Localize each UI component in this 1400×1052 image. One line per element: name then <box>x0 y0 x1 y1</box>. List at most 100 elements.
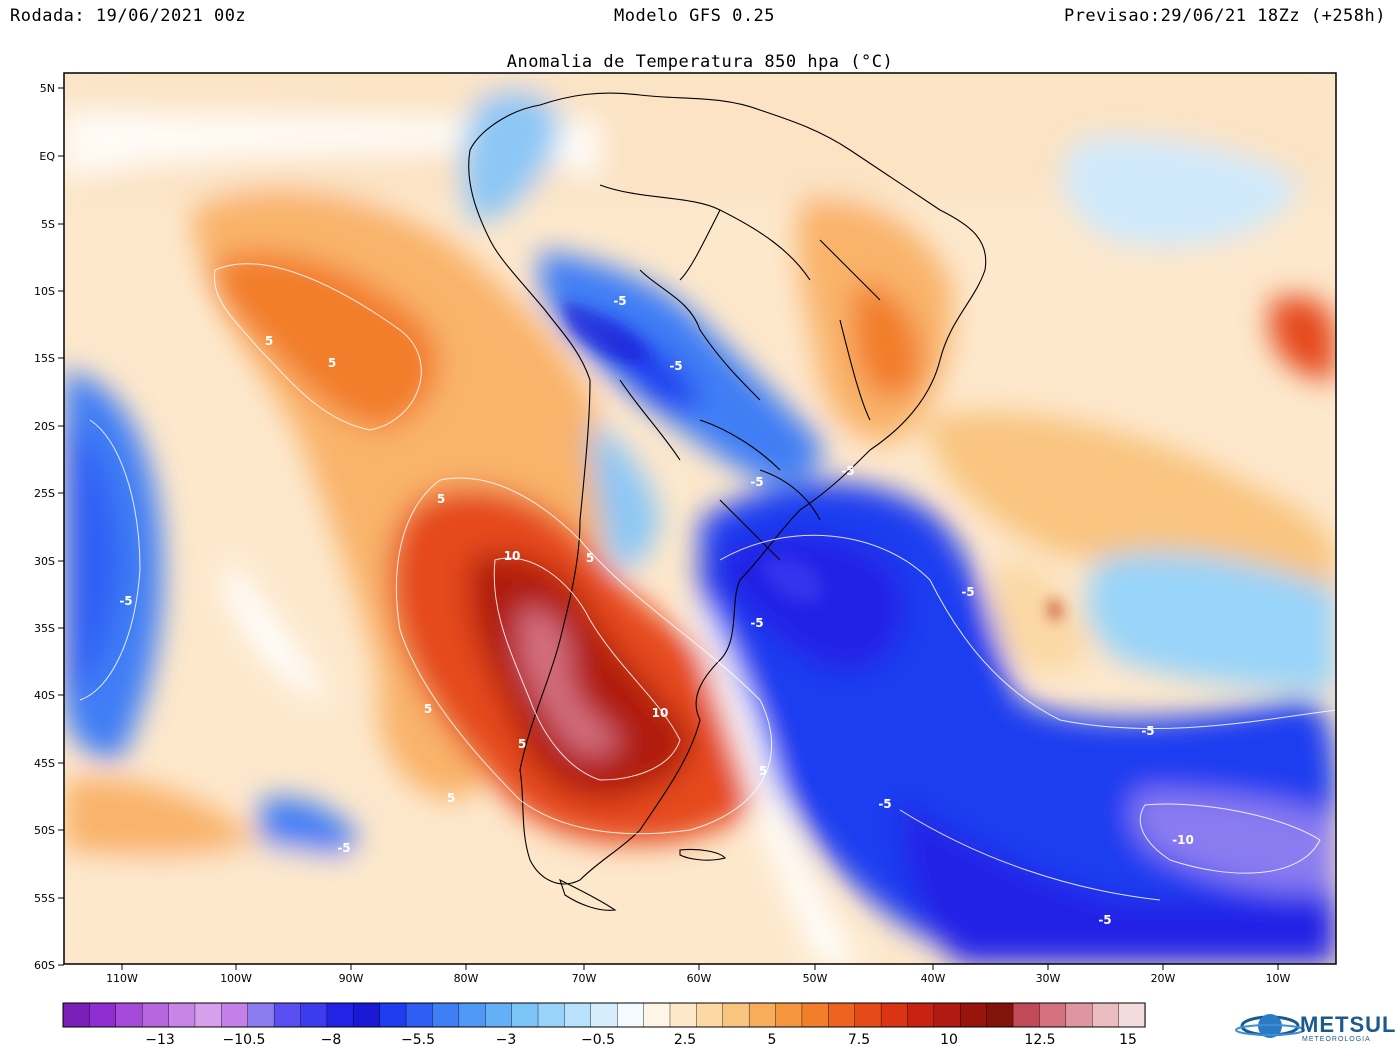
lon-label: 50W <box>803 972 828 985</box>
colorbar-swatch <box>168 1002 196 1028</box>
contour-label: -5 <box>1141 724 1154 738</box>
contour-label: 5 <box>518 737 526 751</box>
colorbar-label: −5.5 <box>401 1032 435 1048</box>
colorbar-swatch <box>353 1002 381 1028</box>
colorbar-swatch <box>1118 1002 1146 1028</box>
lat-label: 20S <box>34 420 55 433</box>
colorbar-swatch <box>62 1002 90 1028</box>
contour-label: -5 <box>119 594 132 608</box>
colorbar-swatch <box>194 1002 222 1028</box>
lat-label: 5N <box>40 82 55 95</box>
colorbar-label: 12.5 <box>1024 1032 1055 1048</box>
colorbar-swatch <box>933 1002 961 1028</box>
lon-label: 20W <box>1151 972 1176 985</box>
colorbar-swatch <box>564 1002 592 1028</box>
lon-label: 80W <box>454 972 479 985</box>
colorbar-label: 5 <box>768 1032 777 1048</box>
contour-label: 10 <box>504 549 521 563</box>
colorbar-swatch <box>1012 1002 1041 1028</box>
lon-label: 90W <box>339 972 364 985</box>
colorbar-swatch <box>511 1002 539 1028</box>
contour-label: 5 <box>424 702 432 716</box>
colorbar-label: 10 <box>940 1032 958 1048</box>
colorbar-swatch <box>537 1002 566 1028</box>
contour-label: -5 <box>337 841 350 855</box>
colorbar-swatch <box>828 1002 856 1028</box>
colorbar-label: −3 <box>496 1032 517 1048</box>
lat-label: 50S <box>34 824 55 837</box>
colorbar-swatch <box>89 1002 117 1028</box>
colorbar-swatch <box>115 1002 143 1028</box>
colorbar-swatch <box>326 1002 354 1028</box>
colorbar-swatch <box>722 1002 750 1028</box>
colorbar-swatch <box>432 1002 460 1028</box>
colorbar-swatch <box>775 1002 803 1028</box>
lon-label: 30W <box>1036 972 1061 985</box>
lat-label: 60S <box>34 959 55 972</box>
lat-label: 10S <box>34 285 55 298</box>
contour-label: -5 <box>961 585 974 599</box>
contour-label: -10 <box>1172 833 1194 847</box>
colorbar-swatch <box>801 1002 829 1028</box>
colorbar-label: −13 <box>145 1032 175 1048</box>
contour-lines <box>79 263 1336 901</box>
colorbar-swatch <box>880 1002 909 1028</box>
colorbar-swatch <box>748 1002 777 1028</box>
colorbar-swatch <box>300 1002 328 1028</box>
logo-subtitle: METEOROLOGIA <box>1302 1036 1371 1043</box>
latitude-axis: 5N EQ 5S 10S 15S 20S 25S 30S 35S 40S 45S 50S 55S 60S <box>34 82 64 972</box>
lon-label: 60W <box>687 972 712 985</box>
anomaly-field <box>64 73 1336 964</box>
contour-label: -5 <box>1098 913 1111 927</box>
colorbar-swatch <box>485 1002 513 1028</box>
contour-label: 5 <box>328 356 336 370</box>
colorbar-swatch <box>617 1002 645 1028</box>
lon-label: 100W <box>220 972 252 985</box>
contour-label: 10 <box>652 706 669 720</box>
colorbar-swatch <box>1039 1002 1067 1028</box>
colorbar-frame <box>62 1002 1146 1028</box>
coastlines <box>468 92 987 911</box>
colorbar-label: −10.5 <box>223 1032 266 1048</box>
contour-label: 5 <box>437 492 445 506</box>
colorbar-swatch <box>1092 1002 1120 1028</box>
lat-label: 5S <box>41 218 55 231</box>
contour-label: 5 <box>447 791 455 805</box>
colorbar-swatch <box>1065 1002 1093 1028</box>
lon-label: 110W <box>106 972 138 985</box>
colorbar: −13 −10.5 −8 −5.5 −3 −0.5 2.5 5 7.5 10 12.5 15 <box>62 1002 1146 1048</box>
lat-label: 40S <box>34 689 55 702</box>
colorbar-swatch <box>273 1002 302 1028</box>
lon-label: 70W <box>572 972 597 985</box>
colorbar-swatch <box>986 1002 1014 1028</box>
lat-label: EQ <box>39 150 55 163</box>
colorbar-label: 15 <box>1119 1032 1137 1048</box>
colorbar-swatch <box>854 1002 882 1028</box>
logo-wordmark: METSUL <box>1300 1012 1397 1037</box>
colorbar-swatch <box>960 1002 988 1028</box>
colorbar-label: 2.5 <box>674 1032 696 1048</box>
contour-label: 5 <box>586 551 594 565</box>
lon-label: 10W <box>1266 972 1291 985</box>
contour-label: 5 <box>759 764 767 778</box>
run-date: Rodada: 19/06/2021 00z <box>10 6 247 26</box>
contour-label: -5 <box>669 359 682 373</box>
lat-label: 55S <box>34 892 55 905</box>
contour-label: -5 <box>613 294 626 308</box>
colorbar-swatch <box>696 1002 724 1028</box>
forecast-time: Previsao:29/06/21 18Zz (+258h) <box>1063 6 1386 26</box>
lat-label: 35S <box>34 622 55 635</box>
colorbar-swatch <box>247 1002 275 1028</box>
longitude-axis: 110W 100W 90W 80W 70W 60W 50W 40W 30W 20W 10W <box>106 964 1291 985</box>
map-title: Anomalia de Temperatura 850 hpa (°C) <box>506 52 894 72</box>
contour-label: -5 <box>750 475 763 489</box>
contour-label: -5 <box>841 464 854 478</box>
colorbar-swatch <box>405 1002 434 1028</box>
colorbar-swatch <box>643 1002 671 1028</box>
contour-label: 5 <box>265 334 273 348</box>
lat-label: 45S <box>34 757 55 770</box>
metsul-logo-icon <box>1235 1014 1305 1038</box>
colorbar-label: −0.5 <box>581 1032 615 1048</box>
lat-label: 15S <box>34 352 55 365</box>
